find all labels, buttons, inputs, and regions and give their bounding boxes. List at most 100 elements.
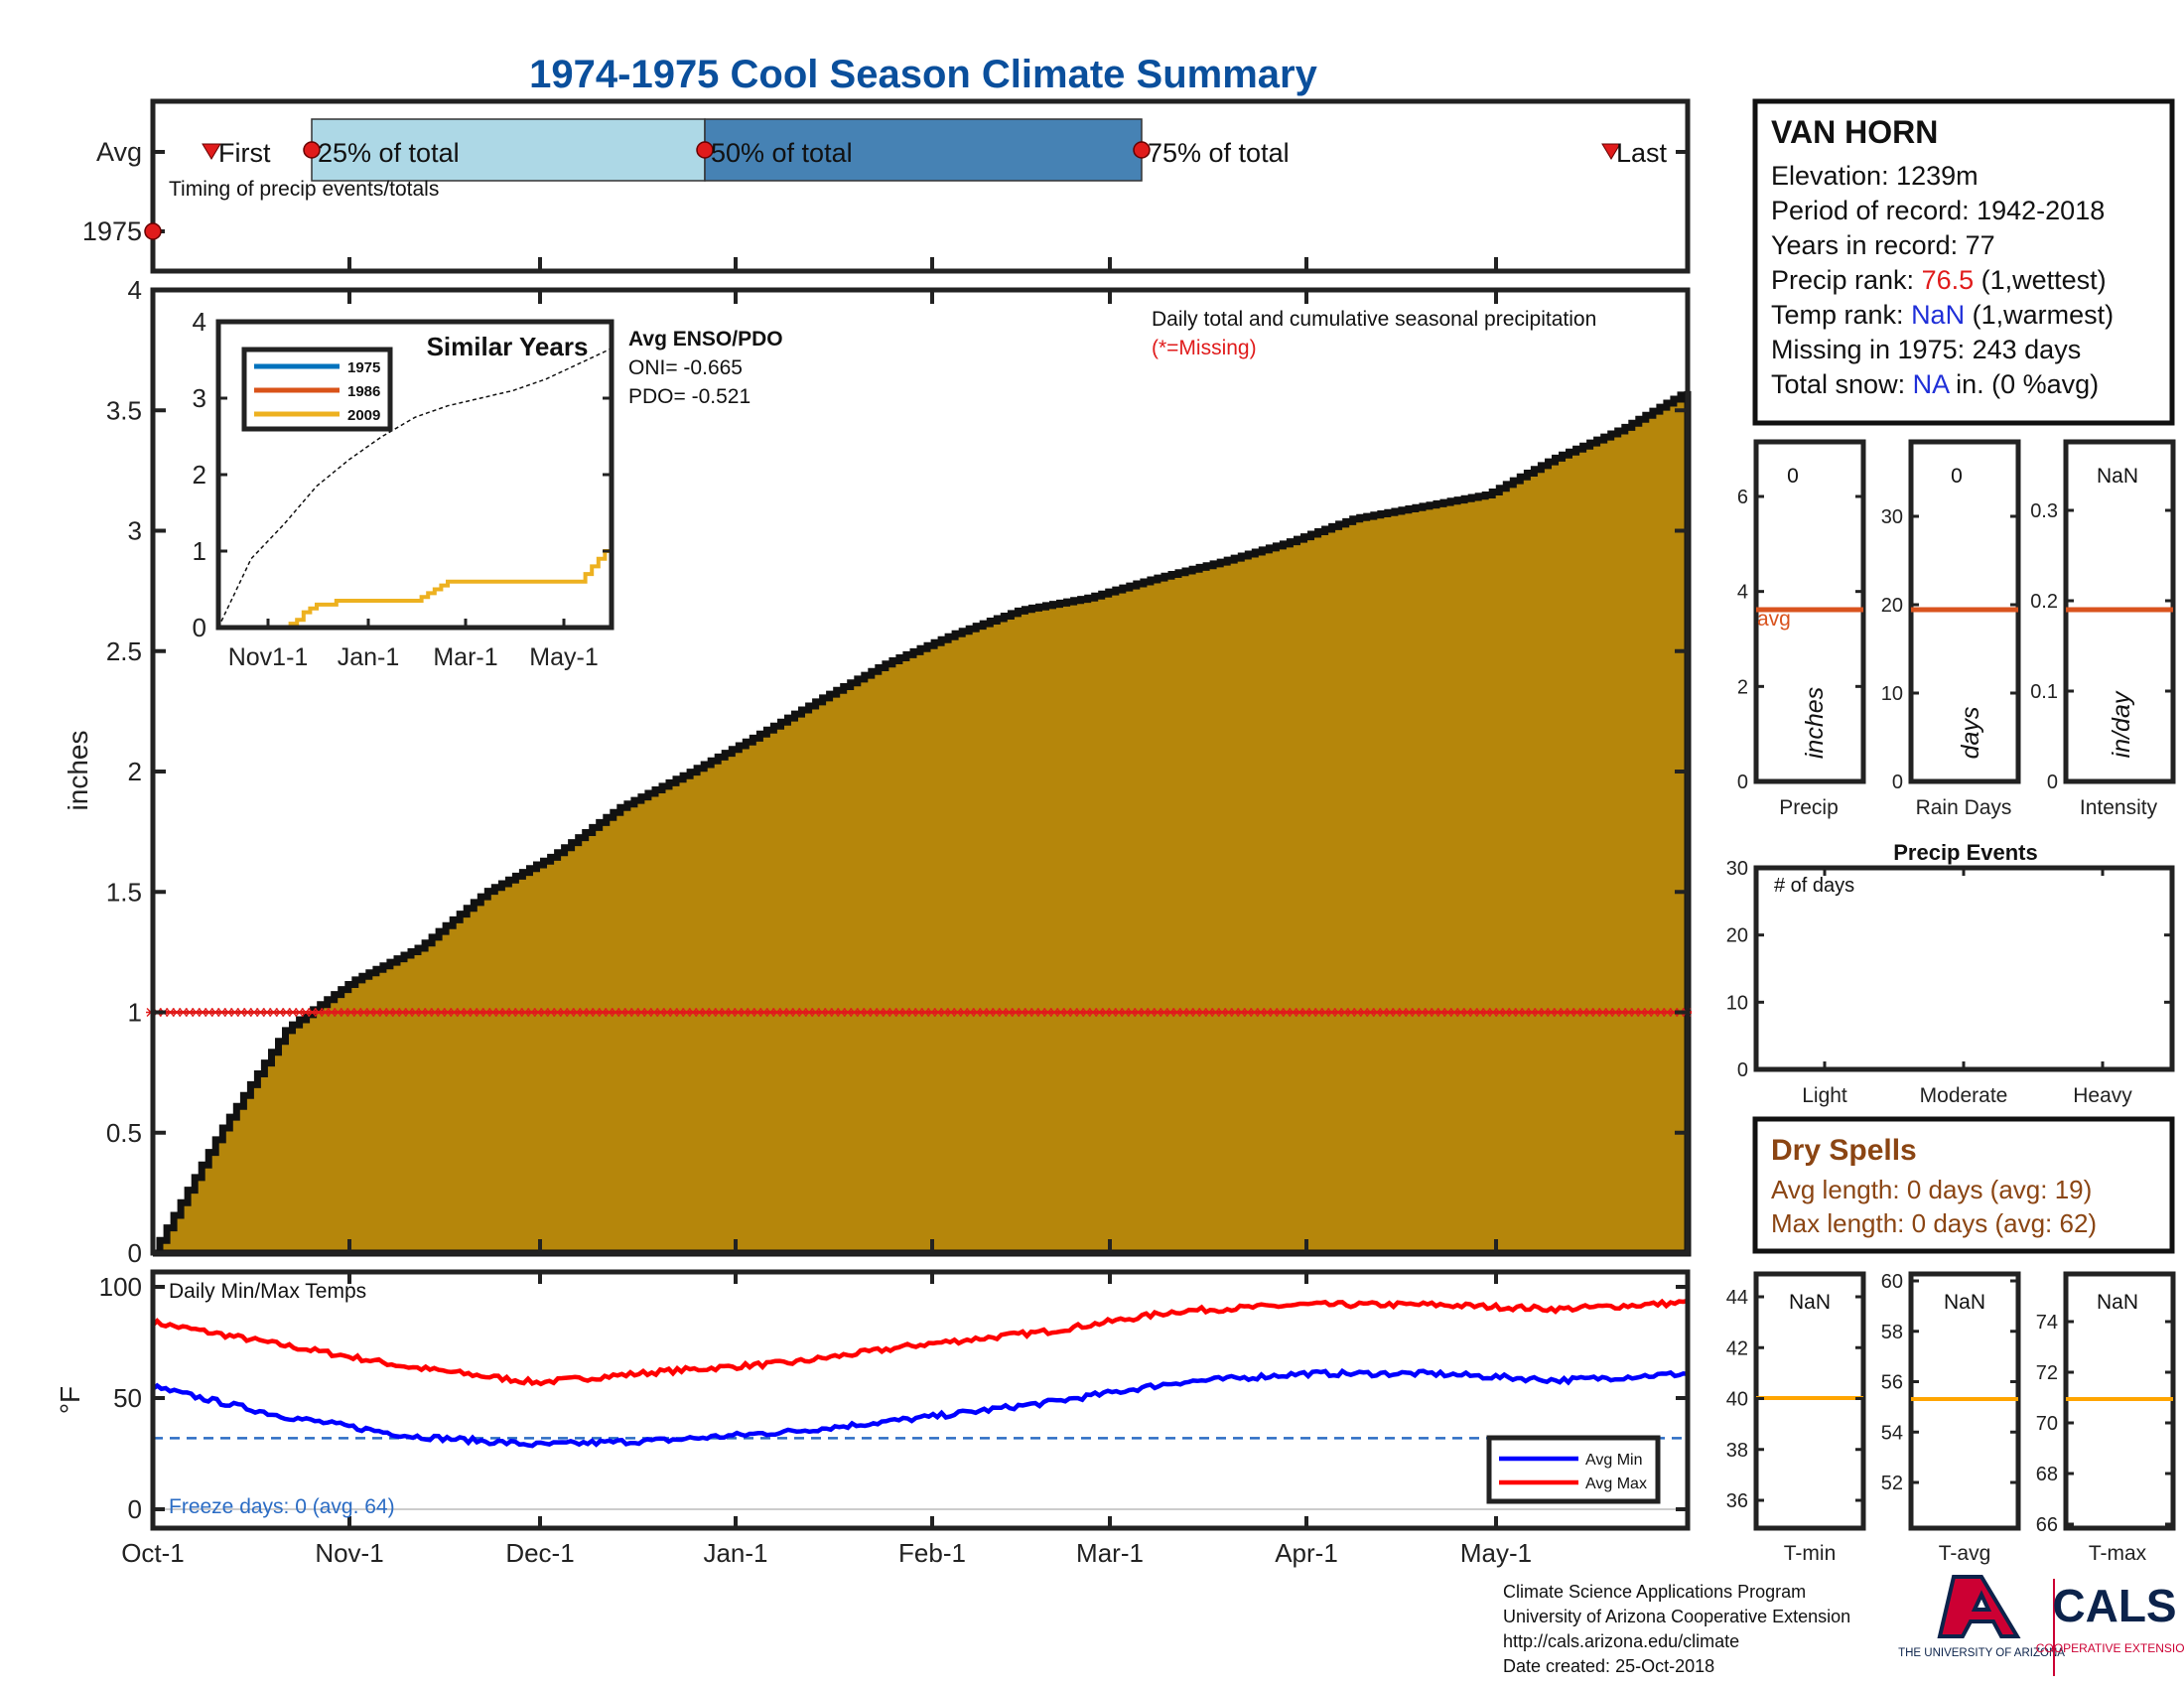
q50-label: 50% of total bbox=[711, 138, 853, 168]
temp-rank: Temp rank: NaN (1,warmest) bbox=[1771, 300, 2114, 330]
main-y-tick-label: 0 bbox=[128, 1238, 142, 1268]
rain-days-tick-label: 10 bbox=[1881, 683, 1903, 705]
inset-avg-line bbox=[217, 348, 613, 629]
date-tick-label: Mar-1 bbox=[1076, 1538, 1144, 1568]
date-tick-label: Dec-1 bbox=[505, 1538, 574, 1568]
inset-2009-line bbox=[218, 543, 614, 630]
tavg-bar-ticks: 52 54 56 58 60 bbox=[1881, 1271, 2018, 1494]
tmax-bar-label: T-max bbox=[2089, 1542, 2147, 1565]
precip-bar-ylabel: inches bbox=[1801, 687, 1829, 759]
date-tick-label: Jan-1 bbox=[703, 1538, 767, 1568]
avg-min-temp-line bbox=[151, 1367, 1689, 1449]
precip-tick-label: 2 bbox=[1737, 676, 1748, 698]
intensity-bar-label: Intensity bbox=[2080, 796, 2158, 819]
tavg-bar-label: T-avg bbox=[1939, 1542, 1991, 1565]
footer-line-3: http://cals.arizona.edu/climate bbox=[1503, 1631, 1739, 1651]
tmax-bar-panel: NaN T-max 66 68 70 72 74 bbox=[2036, 1271, 2176, 1565]
date-tick-label: Feb-1 bbox=[898, 1538, 966, 1568]
figure-title: 1974-1975 Cool Season Climate Summary bbox=[529, 53, 1317, 96]
temp-y-axis: 0 50 100 bbox=[99, 1272, 1688, 1524]
precip-bar-label: Precip bbox=[1779, 796, 1839, 819]
footer-line-2: University of Arizona Cooperative Extens… bbox=[1503, 1607, 1850, 1626]
tmin-bar-ticks: 36 38 40 42 44 bbox=[1726, 1287, 1863, 1512]
rain-days-bar-value: 0 bbox=[1951, 465, 1963, 488]
enso-title: Avg ENSO/PDO bbox=[628, 328, 783, 351]
tmax-bar-value: NaN bbox=[2097, 1291, 2138, 1314]
intensity-bar-ticks: 0 0.1 0.2 0.3 bbox=[2030, 500, 2173, 793]
precip-tick-label: 6 bbox=[1737, 487, 1748, 508]
q50-marker bbox=[696, 141, 714, 159]
legend-avg-max: Avg Max bbox=[1585, 1476, 1647, 1492]
tmin-bar-label: T-min bbox=[1784, 1542, 1837, 1565]
year-timing-marker bbox=[144, 222, 162, 240]
temp-chart-title: Daily Min/Max Temps bbox=[169, 1280, 366, 1303]
temp-y-label: °F bbox=[55, 1386, 85, 1414]
temp-y-tick-label: 0 bbox=[128, 1494, 142, 1524]
rain-days-tick-label: 20 bbox=[1881, 595, 1903, 617]
inset-y-tick-label: 3 bbox=[193, 383, 206, 413]
main-y-tick-label: 3.5 bbox=[106, 395, 142, 425]
pdo-value: PDO= -0.521 bbox=[628, 385, 751, 408]
intensity-tick-label: 0.2 bbox=[2030, 591, 2058, 613]
freeze-days-label: Freeze days: 0 (avg. 64) bbox=[169, 1495, 395, 1518]
legend-avg-min: Avg Min bbox=[1585, 1452, 1643, 1469]
station-name: VAN HORN bbox=[1771, 114, 1938, 150]
inset-x-tick-label: Mar-1 bbox=[433, 643, 497, 671]
date-tick-label: Oct-1 bbox=[121, 1538, 185, 1568]
tmin-tick-label: 40 bbox=[1726, 1389, 1748, 1411]
main-y-tick-label: 1 bbox=[128, 998, 142, 1028]
inset-x-tick-label: May-1 bbox=[529, 643, 598, 671]
precip-tick-label: 4 bbox=[1737, 582, 1748, 604]
inset-title: Similar Years bbox=[427, 332, 589, 361]
precip-avg-label: avg bbox=[1757, 608, 1791, 631]
footer-line-4: Date created: 25-Oct-2018 bbox=[1503, 1656, 1714, 1676]
missing-data-markers bbox=[146, 1008, 1692, 1017]
avg-max-temp-line bbox=[151, 1298, 1689, 1387]
timing-caption: Timing of precip events/totals bbox=[169, 178, 439, 201]
legend-1986: 1986 bbox=[347, 383, 380, 400]
intensity-tick-label: 0 bbox=[2047, 772, 2058, 793]
q50-75-box bbox=[704, 118, 1143, 182]
rain-days-bar-ticks: 0 10 20 30 bbox=[1881, 506, 2018, 793]
inset-y-tick-label: 0 bbox=[193, 613, 206, 642]
events-tick-label: 0 bbox=[1737, 1059, 1748, 1081]
tmax-tick-label: 74 bbox=[2036, 1312, 2058, 1334]
q75-marker bbox=[1133, 141, 1151, 159]
main-y-label: inches bbox=[63, 731, 93, 811]
coop-ext-text: COOPERATIVE EXTENSION bbox=[2036, 1641, 2184, 1655]
events-tick-label: 20 bbox=[1726, 925, 1748, 947]
main-y-tick-label: 2.5 bbox=[106, 636, 142, 666]
cals-logo-text: CALS bbox=[2052, 1580, 2176, 1631]
date-tick-label: Nov-1 bbox=[315, 1538, 383, 1568]
tmax-tick-label: 72 bbox=[2036, 1362, 2058, 1384]
ua-logo-text: THE UNIVERSITY OF ARIZONA bbox=[1898, 1647, 2065, 1659]
precip-events-panel: Precip Events # of days 0 10 20 30 Light Mod… bbox=[1726, 840, 2175, 1107]
intensity-bar-ylabel: in/day bbox=[2108, 690, 2135, 758]
station-years: Years in record: 77 bbox=[1771, 230, 1995, 260]
main-y-axis: 0 0.5 1 1.5 2 2.5 3 3.5 4 bbox=[106, 275, 1688, 1268]
last-label: Last bbox=[1616, 138, 1668, 168]
tmin-tick-label: 44 bbox=[1726, 1287, 1748, 1309]
main-y-tick-label: 2 bbox=[128, 757, 142, 786]
cumulative-precip-area bbox=[153, 390, 1692, 1257]
precip-events-categories: Light Moderate Heavy bbox=[1802, 868, 2132, 1107]
temp-legend: Avg Min Avg Max bbox=[1486, 1435, 1661, 1504]
tmin-tick-label: 36 bbox=[1726, 1490, 1748, 1512]
tmin-tick-label: 38 bbox=[1726, 1440, 1748, 1462]
similar-years-inset: 0 1 2 3 4 Nov1-1 Jan-1 Mar-1 May-1 Similar Year… bbox=[193, 307, 614, 671]
q75-label: 75% of total bbox=[1148, 138, 1290, 168]
temp-x-ticks bbox=[151, 1272, 1498, 1528]
intensity-tick-label: 0.3 bbox=[2030, 500, 2058, 522]
last-marker-icon bbox=[1601, 143, 1621, 160]
dry-spells-title: Dry Spells bbox=[1771, 1134, 1917, 1167]
precip-bar-ticks: 0 2 4 6 bbox=[1737, 487, 1863, 793]
timing-year-label: 1975 bbox=[82, 216, 142, 246]
legend-2009: 2009 bbox=[347, 407, 380, 424]
intensity-bar-value: NaN bbox=[2097, 465, 2138, 488]
inset-y-tick-label: 4 bbox=[193, 307, 206, 337]
station-elevation: Elevation: 1239m bbox=[1771, 161, 1979, 191]
station-info-box: VAN HORN Elevation: 1239m Period of reco… bbox=[1752, 98, 2175, 426]
timing-avg-label: Avg bbox=[96, 137, 142, 167]
precip-tick-label: 0 bbox=[1737, 772, 1748, 793]
